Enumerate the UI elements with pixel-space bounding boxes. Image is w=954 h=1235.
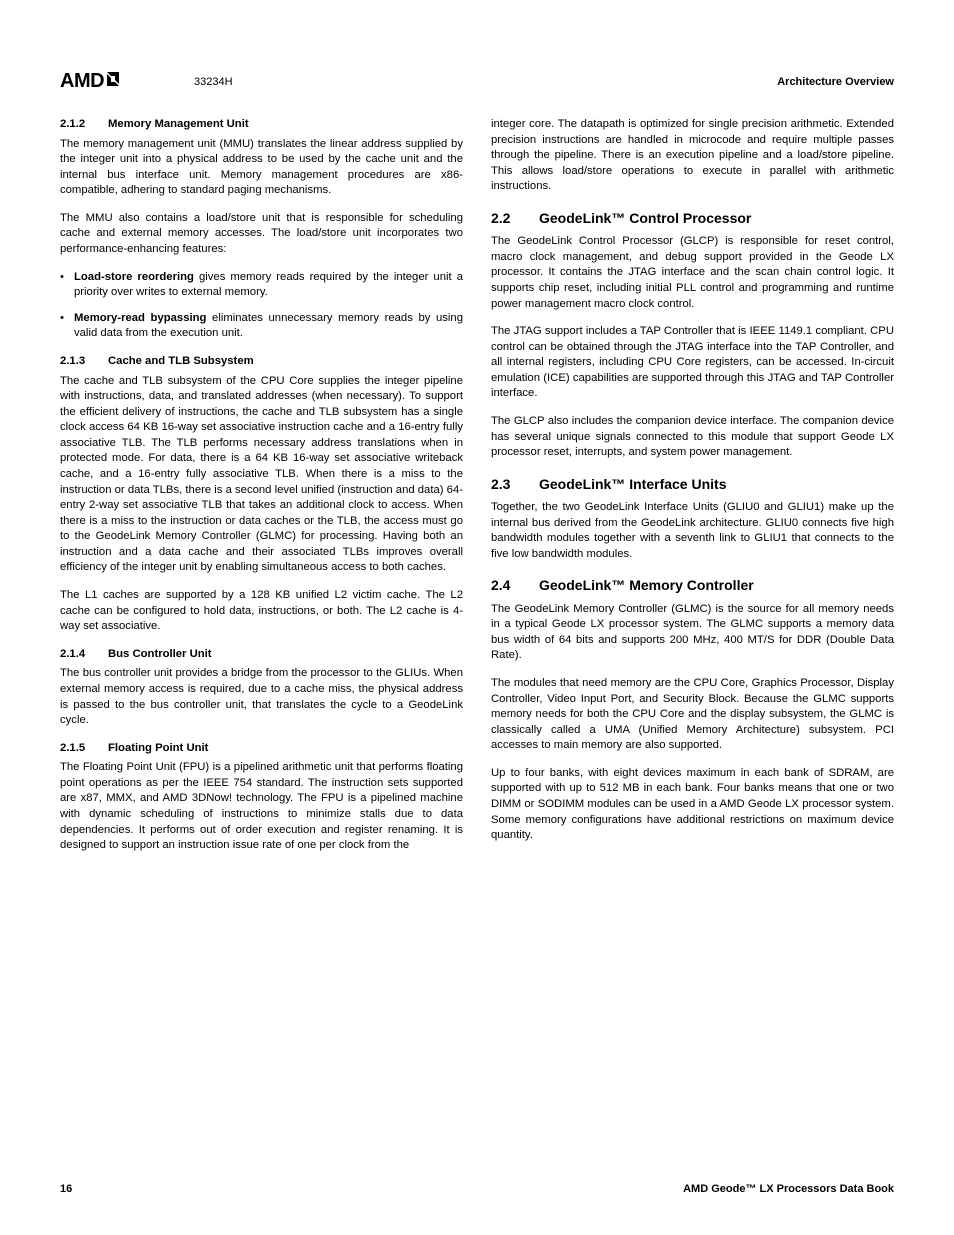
bullet-list: • Load-store reordering gives memory rea… [60, 270, 463, 342]
heading-num: 2.1.3 [60, 354, 108, 370]
heading-num: 2.2 [491, 209, 539, 228]
paragraph: The bus controller unit provides a bridg… [60, 666, 463, 728]
paragraph: The Floating Point Unit (FPU) is a pipel… [60, 760, 463, 853]
paragraph: The L1 caches are supported by a 128 KB … [60, 588, 463, 635]
heading-text: GeodeLink™ Memory Controller [539, 576, 754, 595]
header-left: AMD 33234H [60, 70, 233, 93]
bullet-text: Memory-read bypassing eliminates unneces… [74, 311, 463, 342]
heading-2-1-3: 2.1.3 Cache and TLB Subsystem [60, 354, 463, 370]
heading-2-1-5: 2.1.5 Floating Point Unit [60, 741, 463, 757]
heading-2-2: 2.2 GeodeLink™ Control Processor [491, 209, 894, 228]
heading-text: GeodeLink™ Interface Units [539, 475, 726, 494]
doc-code: 33234H [194, 76, 233, 88]
heading-num: 2.1.5 [60, 741, 108, 757]
paragraph: The memory management unit (MMU) transla… [60, 137, 463, 199]
bullet-bold: Load-store reordering [74, 271, 194, 283]
paragraph: The modules that need memory are the CPU… [491, 676, 894, 754]
content-columns: 2.1.2 Memory Management Unit The memory … [60, 117, 894, 866]
left-column: 2.1.2 Memory Management Unit The memory … [60, 117, 463, 866]
paragraph: The JTAG support includes a TAP Controll… [491, 324, 894, 402]
paragraph: The cache and TLB subsystem of the CPU C… [60, 374, 463, 577]
paragraph: Up to four banks, with eight devices max… [491, 766, 894, 844]
paragraph: The GeodeLink Control Processor (GLCP) i… [491, 234, 894, 312]
amd-logo: AMD [60, 70, 124, 93]
paragraph: The MMU also contains a load/store unit … [60, 211, 463, 258]
page-header: AMD 33234H Architecture Overview [60, 70, 894, 93]
heading-text: Cache and TLB Subsystem [108, 354, 254, 370]
bullet-bold: Memory-read bypassing [74, 312, 206, 324]
paragraph: Together, the two GeodeLink Interface Un… [491, 500, 894, 562]
bullet-icon: • [60, 270, 74, 301]
heading-text: Bus Controller Unit [108, 647, 212, 663]
heading-2-3: 2.3 GeodeLink™ Interface Units [491, 475, 894, 494]
heading-2-1-4: 2.1.4 Bus Controller Unit [60, 647, 463, 663]
heading-num: 2.3 [491, 475, 539, 494]
bullet-icon: • [60, 311, 74, 342]
paragraph: integer core. The datapath is optimized … [491, 117, 894, 195]
heading-text: GeodeLink™ Control Processor [539, 209, 751, 228]
heading-num: 2.4 [491, 576, 539, 595]
list-item: • Memory-read bypassing eliminates unnec… [60, 311, 463, 342]
heading-2-1-2: 2.1.2 Memory Management Unit [60, 117, 463, 133]
heading-text: Floating Point Unit [108, 741, 208, 757]
section-title: Architecture Overview [777, 76, 894, 88]
page-number: 16 [60, 1183, 72, 1195]
heading-num: 2.1.2 [60, 117, 108, 133]
logo-text: AMD [60, 70, 104, 93]
heading-2-4: 2.4 GeodeLink™ Memory Controller [491, 576, 894, 595]
book-title: AMD Geode™ LX Processors Data Book [683, 1183, 894, 1195]
page-footer: 16 AMD Geode™ LX Processors Data Book [60, 1183, 894, 1195]
bullet-text: Load-store reordering gives memory reads… [74, 270, 463, 301]
right-column: integer core. The datapath is optimized … [491, 117, 894, 866]
list-item: • Load-store reordering gives memory rea… [60, 270, 463, 301]
paragraph: The GeodeLink Memory Controller (GLMC) i… [491, 602, 894, 664]
heading-num: 2.1.4 [60, 647, 108, 663]
paragraph: The GLCP also includes the companion dev… [491, 414, 894, 461]
amd-arrow-icon [106, 70, 124, 93]
heading-text: Memory Management Unit [108, 117, 249, 133]
